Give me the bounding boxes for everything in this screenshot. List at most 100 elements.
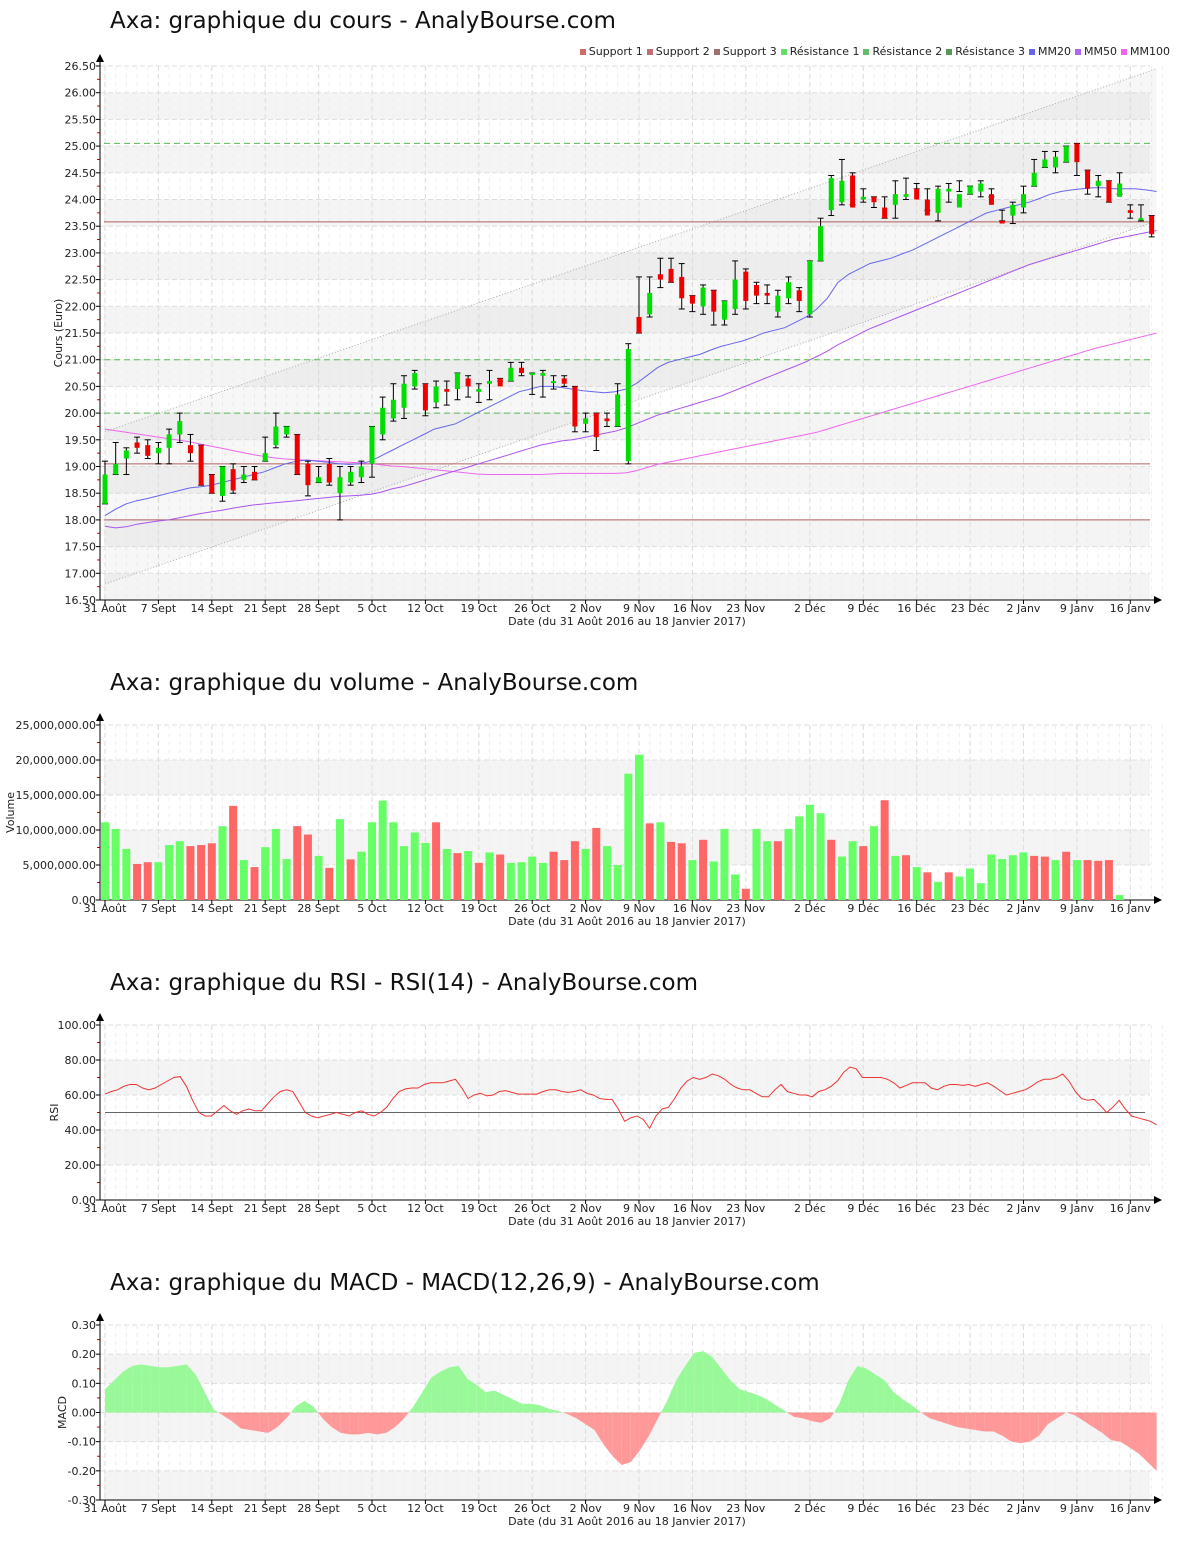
legend-swatch-icon [713, 48, 720, 55]
candle [1127, 204, 1134, 219]
volume-bar [731, 874, 740, 900]
x-tick-label: 9 Déc [847, 602, 879, 615]
candle [433, 380, 440, 409]
x-tick-label: 28 Sept [297, 1502, 340, 1515]
macd-area [839, 1380, 849, 1413]
y-tick-label: 19.50 [65, 434, 97, 447]
candle [518, 361, 525, 377]
candle [465, 375, 472, 398]
macd-area [259, 1412, 269, 1433]
macd-area [132, 1364, 142, 1413]
macd-area [549, 1409, 559, 1413]
x-tick-label: 21 Sept [244, 902, 287, 915]
candle [326, 457, 333, 486]
candle-body [177, 421, 183, 435]
y-tick-label: 20.00 [65, 1159, 97, 1172]
macd-area [222, 1412, 232, 1422]
candle-body [1053, 156, 1059, 168]
macd-area [204, 1392, 214, 1413]
volume-bar [410, 832, 419, 900]
x-tick-label: 16 Nov [673, 1202, 712, 1215]
legend-item: MM50 [1075, 45, 1117, 58]
x-tick-label: 9 Nov [623, 602, 655, 615]
macd-area [467, 1378, 477, 1413]
x-tick-label: 19 Oct [461, 602, 498, 615]
candle-body [219, 466, 225, 496]
volume-bar [570, 841, 579, 900]
candle [144, 439, 151, 459]
volume-bar [934, 881, 943, 900]
legend-label: Support 1 [588, 45, 643, 58]
y-tick-label: -0.10 [68, 1436, 96, 1449]
candle-body [273, 426, 279, 446]
candle-body [636, 316, 642, 333]
macd-area [612, 1412, 622, 1465]
candle-body [348, 471, 354, 483]
x-axis-label: Date (du 31 Août 2016 au 18 Janvier 2017… [508, 915, 746, 928]
macd-area [150, 1365, 160, 1413]
volume-bar [1104, 860, 1113, 900]
candle [678, 263, 685, 310]
volume-bar [741, 888, 750, 900]
candle-body [796, 290, 802, 301]
candle [774, 289, 781, 318]
x-tick-label: 12 Oct [407, 1202, 444, 1215]
macd-area [929, 1412, 940, 1422]
macd-area [213, 1409, 219, 1413]
candle [240, 466, 247, 484]
volume-bar [250, 867, 259, 900]
x-tick-label: 2 Déc [794, 902, 826, 915]
candle [411, 369, 418, 390]
candle [1020, 185, 1027, 214]
candle-body [380, 407, 386, 435]
volume-bar [944, 872, 953, 900]
candle-body [252, 471, 258, 480]
candle-body [529, 373, 535, 376]
candle [967, 185, 974, 195]
candle [1105, 180, 1112, 203]
candle [304, 460, 311, 497]
volume-bars [101, 754, 1124, 900]
volume-bar [869, 826, 878, 900]
candle [657, 257, 664, 289]
macd-area [367, 1412, 377, 1435]
candle-body [967, 186, 973, 195]
macd-area [784, 1411, 788, 1413]
volume-bar [763, 841, 772, 900]
volume-bar [186, 846, 195, 900]
y-axis-label: RSI [48, 1104, 61, 1122]
volume-bar [346, 859, 355, 900]
candle-body [999, 220, 1005, 224]
grid-band [104, 466, 1150, 494]
candle-body [390, 399, 396, 419]
candle [603, 412, 610, 427]
candle [123, 447, 130, 476]
candle [1116, 172, 1123, 197]
macd-area [413, 1392, 423, 1413]
candle-body [1031, 172, 1037, 187]
volume-chart-title: Axa: graphique du volume - AnalyBourse.c… [110, 670, 639, 696]
candle [646, 276, 653, 318]
x-tick-label: 14 Sept [191, 1202, 234, 1215]
candle-body [1042, 159, 1048, 168]
volume-bar [773, 841, 782, 900]
candle [379, 396, 386, 441]
candle [550, 375, 557, 390]
channel-lower-line [104, 220, 1157, 585]
volume-bar [752, 828, 761, 900]
macd-area [395, 1412, 405, 1428]
macd-area [833, 1403, 840, 1413]
macd-area [540, 1405, 550, 1413]
macd-area [1093, 1412, 1103, 1433]
macd-area [639, 1412, 649, 1451]
x-tick-label: 26 Oct [514, 902, 551, 915]
x-tick-label: 9 Janv [1060, 902, 1094, 915]
candle [924, 188, 931, 216]
candle [529, 372, 536, 395]
volume-bar [133, 863, 142, 900]
macd-area [975, 1412, 985, 1432]
candle-body [1106, 180, 1112, 203]
legend-label: Résistance 2 [872, 45, 943, 58]
